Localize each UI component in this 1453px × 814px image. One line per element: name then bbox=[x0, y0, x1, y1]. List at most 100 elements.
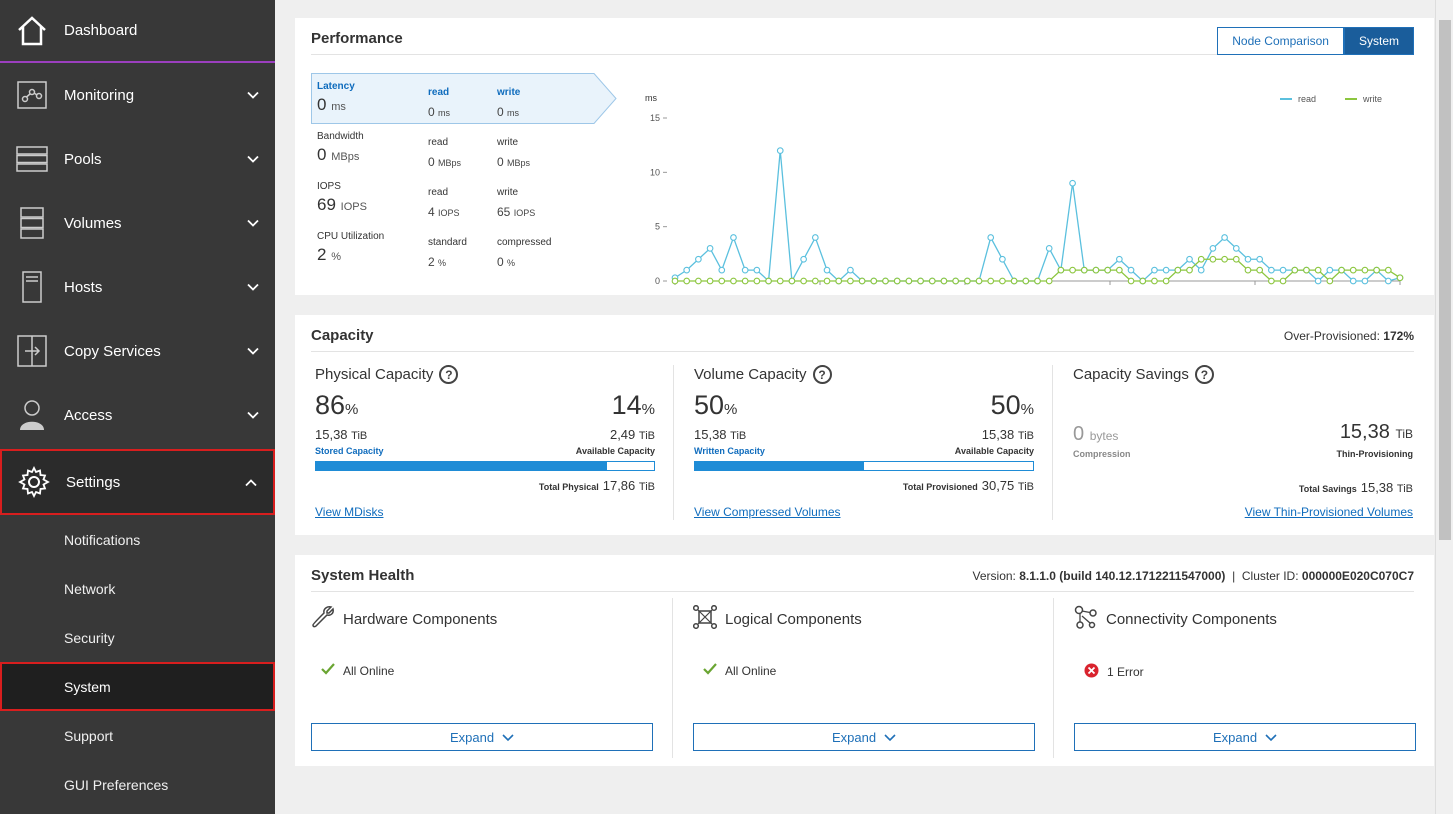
hardware-expand-button[interactable]: Expand bbox=[311, 723, 653, 751]
data-point bbox=[753, 277, 761, 285]
sidebar-sub-network[interactable]: Network bbox=[64, 580, 116, 597]
data-point bbox=[1139, 277, 1147, 285]
data-point bbox=[847, 266, 854, 274]
sidebar-item-access[interactable]: Access bbox=[0, 383, 275, 447]
performance-panel: Performance Node Comparison System Laten… bbox=[295, 18, 1434, 295]
chevron-down-icon bbox=[247, 87, 259, 104]
help-icon[interactable]: ? bbox=[439, 365, 459, 384]
data-point bbox=[1349, 277, 1357, 285]
metric-label: Latency bbox=[317, 81, 355, 92]
logical-expand-button[interactable]: Expand bbox=[693, 723, 1035, 751]
size-unit: TiB bbox=[1017, 430, 1034, 442]
thin-provisioning-value: 15,38 bbox=[1339, 421, 1390, 443]
data-point bbox=[741, 266, 749, 274]
sidebar-sub-security[interactable]: Security bbox=[64, 629, 115, 646]
metric-write-value: 0 bbox=[497, 155, 504, 169]
written-pct: 50 bbox=[694, 390, 725, 420]
data-point bbox=[1326, 266, 1334, 274]
data-point bbox=[975, 277, 983, 285]
help-icon[interactable]: ? bbox=[1194, 365, 1214, 384]
compression-unit: bytes bbox=[1089, 429, 1119, 443]
node-comparison-button[interactable]: Node Comparison bbox=[1217, 27, 1344, 55]
data-point bbox=[1338, 266, 1345, 274]
help-icon[interactable]: ? bbox=[812, 365, 832, 384]
data-point bbox=[776, 147, 784, 154]
sidebar-sub-system[interactable]: System bbox=[0, 662, 275, 711]
error-icon bbox=[1084, 663, 1099, 681]
data-point bbox=[695, 255, 702, 263]
copy-services-icon bbox=[0, 335, 64, 367]
data-point bbox=[671, 277, 679, 285]
data-point bbox=[730, 234, 737, 241]
sidebar-sub-gui-preferences[interactable]: GUI Preferences bbox=[64, 776, 169, 793]
system-button[interactable]: System bbox=[1343, 27, 1414, 55]
sidebar-sub-notifications[interactable]: Notifications bbox=[64, 531, 141, 548]
data-point bbox=[1010, 277, 1018, 285]
data-point bbox=[1361, 277, 1369, 285]
divider bbox=[1053, 598, 1054, 758]
bar-fill bbox=[695, 462, 864, 470]
data-point bbox=[823, 266, 831, 274]
view-mdisks-link[interactable]: View MDisks bbox=[315, 505, 384, 519]
metric-write-label: write bbox=[497, 187, 519, 198]
sidebar-item-copy-services[interactable]: Copy Services bbox=[0, 319, 275, 383]
metric-cpu[interactable]: CPU Utilization 2 % standard 2 % compresse… bbox=[311, 223, 611, 273]
data-point bbox=[1186, 255, 1193, 263]
connectivity-status: 1 Error bbox=[1107, 665, 1144, 679]
sidebar-item-label: Monitoring bbox=[64, 86, 135, 104]
connectivity-expand-button[interactable]: Expand bbox=[1074, 723, 1416, 751]
connectivity-components: Connectivity Components 1 Error Expand bbox=[1074, 605, 1416, 755]
divider bbox=[311, 351, 1414, 352]
thin-provisioning-label: Thin-Provisioning bbox=[1336, 449, 1414, 459]
physical-capacity-title: Physical Capacity bbox=[315, 366, 434, 383]
metric-standard-value: 2 bbox=[428, 255, 435, 269]
y-tick-label: 15 bbox=[650, 113, 660, 123]
data-point bbox=[730, 277, 737, 285]
view-thin-provisioned-volumes-link[interactable]: View Thin-Provisioned Volumes bbox=[1244, 505, 1413, 519]
chevron-down-icon bbox=[247, 407, 259, 424]
metric-unit: ms bbox=[331, 101, 346, 113]
y-axis-label: ms bbox=[645, 93, 657, 103]
user-icon bbox=[0, 399, 64, 431]
data-point bbox=[1104, 266, 1112, 274]
data-point bbox=[905, 277, 913, 285]
performance-chart: ms1510505min4min3min2min1min0minreadwrit… bbox=[645, 93, 1404, 286]
thin-provisioning-unit: TiB bbox=[1395, 427, 1413, 441]
data-point bbox=[811, 234, 819, 241]
metric-bandwidth[interactable]: Bandwidth 0 MBps read 0 MBps write 0 MBps bbox=[311, 123, 611, 173]
sidebar-sub-support[interactable]: Support bbox=[64, 727, 114, 744]
data-point bbox=[683, 277, 691, 285]
metric-latency[interactable]: Latency 0 ms read 0 ms write 0 ms bbox=[311, 73, 611, 123]
sidebar-item-settings[interactable]: Settings bbox=[0, 449, 275, 515]
scrollbar-thumb[interactable] bbox=[1439, 20, 1451, 540]
data-point bbox=[718, 277, 726, 285]
sidebar-item-monitoring[interactable]: Monitoring bbox=[0, 63, 275, 127]
sidebar-item-label: Volumes bbox=[64, 214, 122, 232]
sidebar-item-pools[interactable]: Pools bbox=[0, 127, 275, 191]
data-point bbox=[1197, 266, 1205, 274]
expand-label: Expand bbox=[449, 729, 495, 745]
sidebar-dashboard[interactable]: Dashboard bbox=[0, 0, 275, 63]
connectivity-components-title: Connectivity Components bbox=[1106, 610, 1277, 628]
vertical-scrollbar[interactable] bbox=[1435, 0, 1453, 814]
divider bbox=[673, 365, 674, 520]
view-compressed-volumes-link[interactable]: View Compressed Volumes bbox=[694, 505, 841, 519]
compression-value: 0 bbox=[1073, 423, 1085, 445]
size-unit: TiB bbox=[638, 430, 655, 442]
cluster-id-label: Cluster ID: bbox=[1241, 569, 1299, 583]
data-point bbox=[1384, 266, 1392, 274]
metric-read-unit: IOPS bbox=[438, 208, 460, 218]
data-point bbox=[1162, 266, 1170, 274]
sidebar-item-volumes[interactable]: Volumes bbox=[0, 191, 275, 255]
settings-submenu: Notifications Network Security System Su… bbox=[0, 515, 275, 809]
stored-pct: 86 bbox=[315, 390, 346, 420]
sidebar-item-hosts[interactable]: Hosts bbox=[0, 255, 275, 319]
metric-iops[interactable]: IOPS 69 IOPS read 4 IOPS write 65 IOPS bbox=[311, 173, 611, 223]
data-point bbox=[1080, 266, 1088, 274]
over-provisioned-value: 172% bbox=[1383, 329, 1414, 343]
over-provisioned: Over-Provisioned: 172% bbox=[1284, 329, 1414, 343]
volumes-icon bbox=[0, 207, 64, 239]
latency-selection-highlight bbox=[311, 73, 617, 124]
metric-unit: IOPS bbox=[340, 201, 367, 213]
pools-icon bbox=[0, 146, 64, 172]
